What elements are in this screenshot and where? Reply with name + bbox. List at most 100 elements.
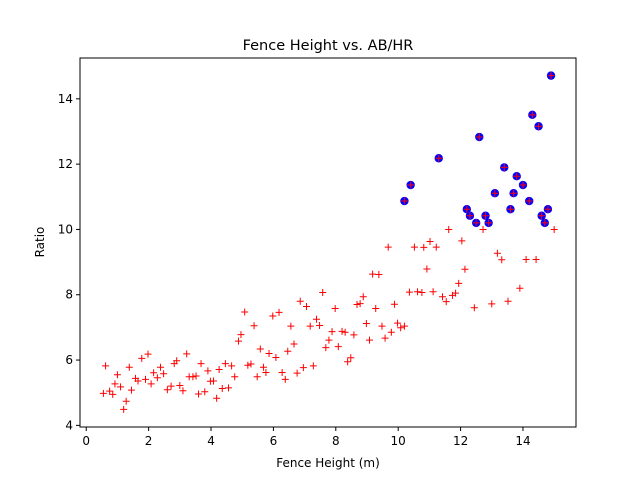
circle-data-point-plus: [538, 212, 546, 220]
circle-data-point-plus: [506, 205, 514, 213]
plus-data-point: [138, 354, 146, 362]
plus-data-point: [272, 353, 280, 361]
y-tick-label: 12: [58, 157, 73, 171]
plus-data-point: [331, 304, 339, 312]
y-tick-label: 10: [58, 222, 73, 236]
plus-data-point: [319, 288, 327, 296]
circle-data-point-plus: [528, 111, 536, 119]
plus-data-point: [493, 249, 501, 257]
y-axis-ticks: 4 6 8 10 12 14: [58, 92, 80, 432]
y-tick-label: 6: [65, 353, 73, 367]
plus-data-point: [173, 357, 181, 365]
plus-data-point: [429, 288, 437, 296]
plus-data-point: [347, 354, 355, 362]
plus-data-point: [153, 374, 161, 382]
plus-data-point: [189, 373, 197, 381]
plus-data-point: [224, 384, 232, 392]
plus-data-point: [281, 375, 289, 383]
plus-data-point: [498, 256, 506, 264]
plus-data-point: [228, 362, 236, 370]
plus-data-point: [176, 382, 184, 390]
plus-data-point: [414, 288, 422, 296]
x-axis-ticks: 0 2 4 6 8 10 12 14: [82, 427, 531, 448]
x-tick-label: 0: [82, 434, 90, 448]
plus-data-point: [350, 331, 358, 339]
plus-data-point: [328, 328, 336, 336]
circle-data-point-plus: [541, 219, 549, 227]
plus-data-point: [287, 322, 295, 330]
plus-data-point: [334, 343, 342, 351]
plus-data-point: [344, 358, 352, 366]
circle-data-point-plus: [547, 72, 555, 80]
plus-data-point: [290, 340, 298, 348]
plus-data-point: [338, 327, 346, 335]
plus-data-point: [256, 345, 264, 353]
circle-data-point-plus: [485, 219, 493, 227]
plus-data-point: [215, 366, 223, 374]
plus-data-point: [426, 238, 434, 246]
plus-data-point: [532, 255, 540, 263]
plus-data-point: [284, 347, 292, 355]
plus-data-point: [244, 361, 252, 369]
plus-data-point: [394, 319, 402, 327]
plus-data-point: [384, 243, 392, 251]
plus-data-point: [183, 350, 191, 358]
plus-data-point: [265, 350, 273, 358]
plus-data-point: [296, 297, 304, 305]
plus-data-point: [312, 315, 320, 323]
plus-data-point: [423, 265, 431, 273]
plus-data-point: [156, 363, 164, 371]
plus-data-point: [455, 279, 463, 287]
plus-data-point: [516, 284, 524, 292]
x-tick-label: 6: [270, 434, 278, 448]
plus-data-point: [341, 328, 349, 336]
plus-data-point: [275, 308, 283, 316]
plus-data-point: [197, 360, 205, 368]
plus-data-point: [418, 288, 426, 296]
plus-data-point: [241, 308, 249, 316]
circle-data-point-plus: [510, 189, 518, 197]
plus-data-point: [322, 344, 330, 352]
plus-data-point: [378, 322, 386, 330]
x-axis-label: Fence Height (m): [276, 456, 380, 470]
plus-data-point: [353, 301, 361, 309]
circle-data-point-plus: [491, 189, 499, 197]
plus-data-point: [192, 372, 200, 380]
plus-data-point: [111, 380, 119, 388]
plus-data-point: [550, 225, 558, 233]
plus-data-point: [432, 243, 440, 251]
plus-data-point: [234, 337, 242, 345]
plus-data-point: [504, 297, 512, 305]
plus-data-point: [122, 397, 130, 405]
plus-data-point: [400, 322, 408, 330]
plus-data-point: [218, 384, 226, 392]
plus-data-point: [250, 322, 258, 330]
plus-data-point: [113, 371, 121, 379]
y-tick-label: 8: [65, 288, 73, 302]
plus-data-point: [452, 289, 460, 297]
x-tick-label: 14: [515, 434, 530, 448]
plus-data-point: [142, 375, 150, 383]
plus-data-point: [179, 387, 187, 395]
plus-data-point: [445, 225, 453, 233]
plus-data-point: [479, 225, 487, 233]
circle-data-point-plus: [400, 197, 408, 205]
plus-data-point: [369, 270, 377, 278]
plus-data-point: [210, 377, 218, 385]
plus-data-point: [150, 369, 158, 377]
plus-data-point: [309, 362, 317, 370]
plus-data-point: [362, 319, 370, 327]
plus-data-point: [381, 334, 389, 342]
plus-data-point: [461, 265, 469, 273]
plus-data-point: [231, 373, 239, 381]
plus-data-point: [106, 387, 114, 395]
x-tick-label: 10: [391, 434, 406, 448]
circle-data-point-plus: [544, 205, 552, 213]
plus-data-point: [160, 370, 168, 378]
plus-data-point: [195, 390, 203, 398]
plus-data-point: [120, 405, 128, 413]
plus-data-point: [259, 363, 267, 371]
plus-data-point: [488, 300, 496, 308]
plus-data-point: [262, 368, 270, 376]
